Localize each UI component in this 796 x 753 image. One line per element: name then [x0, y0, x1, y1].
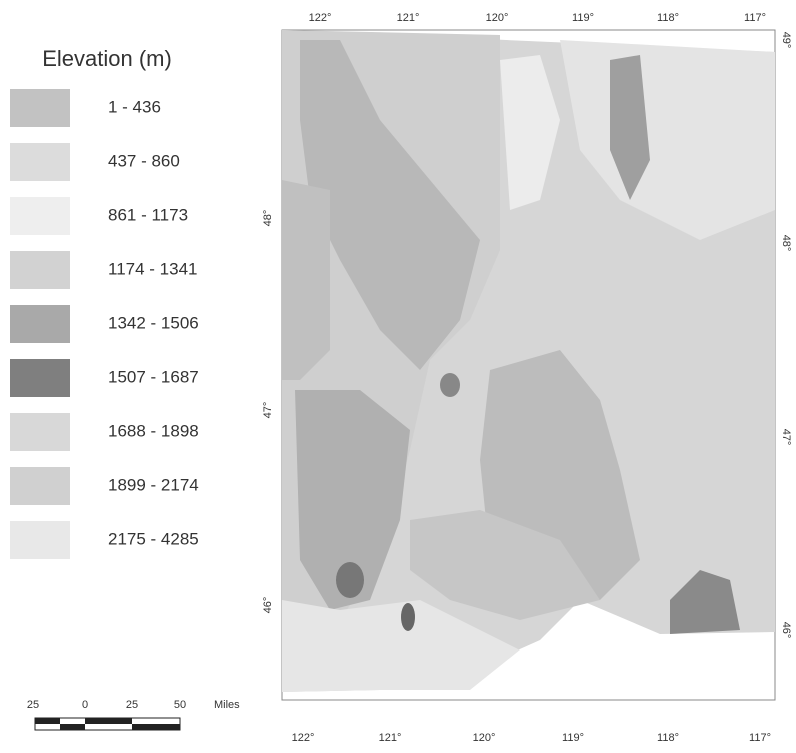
- mount-adams: [336, 562, 364, 598]
- longitude-label: 122°: [292, 732, 315, 744]
- scale-label: 25: [126, 699, 138, 711]
- legend-label: 861 - 1173: [108, 205, 188, 224]
- map-figure: Elevation (m) 1 - 436 437 - 860 861 - 1173…: [0, 0, 796, 748]
- legend-label: 437 - 860: [108, 151, 180, 170]
- legend-swatch: [10, 197, 70, 235]
- legend-label: 1688 - 1898: [108, 421, 199, 440]
- legend-swatch: [10, 467, 70, 505]
- longitude-label: 122°: [309, 12, 332, 24]
- longitude-label: 121°: [379, 732, 402, 744]
- scale-bar-segment: [60, 724, 85, 730]
- latitude-label: 48°: [780, 235, 792, 252]
- longitude-label: 118°: [657, 732, 679, 744]
- legend-swatch: [10, 305, 70, 343]
- longitude-label: 118°: [657, 12, 679, 24]
- legend-title: Elevation (m): [42, 46, 172, 71]
- longitude-label: 121°: [397, 12, 420, 24]
- scale-label: 50: [174, 699, 186, 711]
- longitude-label: 119°: [562, 732, 584, 744]
- longitude-label: 120°: [473, 732, 496, 744]
- latitude-label: 46°: [780, 622, 792, 639]
- scale-label: 25: [27, 699, 39, 711]
- legend-swatch: [10, 143, 70, 181]
- legend-swatch: [10, 521, 70, 559]
- legend-swatch: [10, 413, 70, 451]
- latitude-label: 47°: [262, 402, 274, 419]
- longitude-label: 120°: [486, 12, 509, 24]
- puget-lowland: [282, 180, 330, 380]
- map-area: [282, 30, 775, 700]
- scale-bar: 25 0 25 50 Miles: [27, 699, 240, 730]
- page: {"legend": {"title": "Elevation (m)", "i…: [0, 0, 796, 748]
- longitude-label: 119°: [572, 12, 594, 24]
- scale-bar-segment: [35, 718, 60, 724]
- scale-bar-segment: [132, 724, 180, 730]
- scale-label: Miles: [214, 699, 240, 711]
- longitude-label: 117°: [749, 732, 771, 744]
- legend-label: 1 - 436: [108, 97, 161, 116]
- legend-label: 2175 - 4285: [108, 529, 199, 548]
- scale-label: 0: [82, 699, 88, 711]
- legend-label: 1899 - 2174: [108, 475, 199, 494]
- latitude-label: 47°: [780, 429, 792, 446]
- scale-bar-segment: [85, 718, 132, 724]
- legend-label: 1342 - 1506: [108, 313, 199, 332]
- legend-label: 1174 - 1341: [108, 259, 197, 278]
- legend-swatch: [10, 89, 70, 127]
- peak: [440, 373, 460, 397]
- latitude-label: 48°: [262, 210, 274, 227]
- legend-swatch: [10, 251, 70, 289]
- legend-swatch: [10, 359, 70, 397]
- latitude-label: 49°: [780, 32, 792, 49]
- longitude-label: 117°: [744, 12, 766, 24]
- legend: Elevation (m) 1 - 436 437 - 860 861 - 1173…: [10, 46, 199, 559]
- mount-st-helens: [401, 603, 415, 631]
- legend-label: 1507 - 1687: [108, 367, 199, 386]
- latitude-label: 46°: [262, 597, 274, 614]
